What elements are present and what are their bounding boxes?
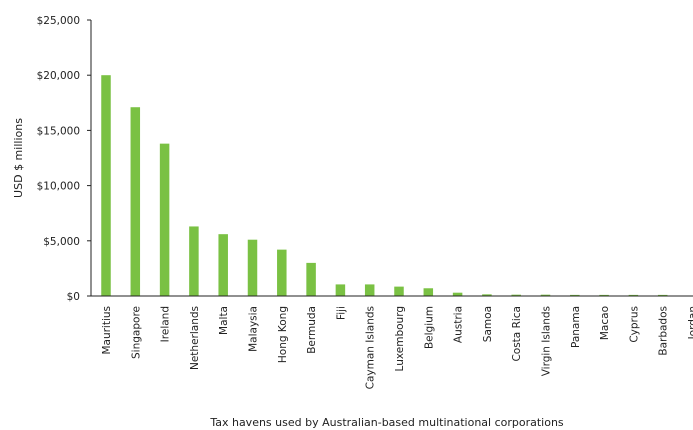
bar-austria [452, 292, 463, 296]
bar-luxembourg [394, 286, 404, 296]
x-tick-label: Barbados [658, 306, 670, 356]
x-tick-label: Costa Rica [511, 306, 523, 362]
x-tick-label: Austria [453, 306, 465, 343]
x-tick-label: Netherlands [189, 306, 201, 370]
bars [101, 75, 668, 296]
y-axis-ticks: $0 $5,000 $10,000 $15,000 $20,000 $25,000 [37, 15, 91, 303]
x-tick-label: Luxembourg [394, 306, 406, 371]
x-tick-label: Fiji [335, 306, 347, 320]
bar-belgium [423, 288, 434, 296]
x-axis-title: Tax havens used by Australian-based mult… [209, 416, 564, 429]
x-tick-label: Hong Kong [277, 306, 289, 363]
x-tick-label: Virgin Islands [541, 306, 553, 376]
y-tick-label: $0 [67, 291, 80, 303]
x-tick-label: Cayman Islands [365, 306, 377, 389]
x-tick-label: Ireland [160, 306, 172, 342]
bar-virgin-islands [540, 294, 551, 296]
bar-singapore [130, 107, 141, 296]
bar-hong-kong [277, 249, 287, 296]
x-tick-label: Bermuda [306, 306, 318, 354]
bar-bermuda [306, 262, 316, 296]
bar-fiji [335, 284, 346, 296]
x-tick-label: Samoa [482, 306, 494, 342]
bar-netherlands [189, 226, 199, 296]
bar-samoa [482, 294, 492, 296]
bar-malta [218, 234, 228, 296]
y-tick-label: $5,000 [43, 236, 80, 248]
bar-mauritius [101, 75, 111, 296]
x-tick-label: Macao [599, 306, 611, 340]
x-tick-label: Jordan [687, 306, 693, 340]
bar-macao [599, 294, 609, 296]
y-tick-label: $10,000 [37, 181, 80, 193]
x-tick-label: Malta [218, 306, 230, 335]
y-tick-label: $20,000 [37, 70, 80, 82]
x-axis-ticks: Mauritius Singapore Ireland Netherlands Malt… [101, 306, 693, 389]
x-tick-label: Malaysia [248, 306, 260, 352]
y-tick-label: $25,000 [37, 15, 80, 27]
x-tick-label: Singapore [130, 306, 142, 359]
bar-ireland [159, 143, 170, 296]
y-tick-label: $15,000 [37, 125, 80, 137]
y-axis-title: USD $ millions [12, 118, 25, 198]
x-tick-label: Cyprus [628, 306, 640, 343]
bar-cyprus [628, 294, 639, 296]
bar-costa-rica [511, 294, 521, 296]
bar-malaysia [247, 239, 258, 296]
x-tick-label: Belgium [423, 306, 435, 349]
x-tick-label: Panama [570, 306, 582, 348]
bar-barbados [657, 294, 668, 296]
x-tick-label: Mauritius [101, 306, 113, 355]
bar-cayman-islands [364, 284, 375, 296]
bar-panama [570, 294, 580, 296]
